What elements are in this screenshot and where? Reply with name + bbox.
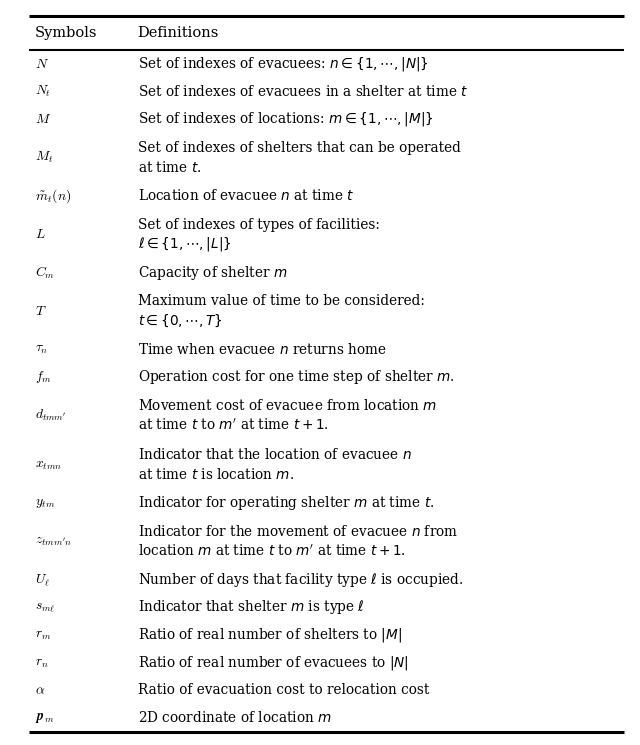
Text: $\tau_n$: $\tau_n$	[35, 343, 49, 356]
Text: Maximum value of time to be considered:: Maximum value of time to be considered:	[138, 294, 424, 308]
Text: Ratio of real number of shelters to $|M|$: Ratio of real number of shelters to $|M|…	[138, 626, 402, 644]
Text: $\ell \in \{1, \cdots, |L|\}$: $\ell \in \{1, \cdots, |L|\}$	[138, 235, 231, 253]
Text: $s_{m\ell}$: $s_{m\ell}$	[35, 600, 56, 615]
Text: Time when evacuee $n$ returns home: Time when evacuee $n$ returns home	[138, 342, 387, 357]
Text: Indicator for the movement of evacuee $n$ from: Indicator for the movement of evacuee $n…	[138, 524, 458, 539]
Text: $f_m$: $f_m$	[35, 369, 52, 385]
Text: Ratio of evacuation cost to relocation cost: Ratio of evacuation cost to relocation c…	[138, 683, 429, 697]
Text: Set of indexes of locations: $m \in \{1, \cdots, |M|\}$: Set of indexes of locations: $m \in \{1,…	[138, 110, 433, 128]
Text: at time $t$ to $m'$ at time $t+1$.: at time $t$ to $m'$ at time $t+1$.	[138, 418, 328, 433]
Text: Capacity of shelter $m$: Capacity of shelter $m$	[138, 264, 287, 282]
Text: Indicator that shelter $m$ is type $\ell$: Indicator that shelter $m$ is type $\ell…	[138, 598, 364, 616]
Text: $C_m$: $C_m$	[35, 264, 55, 281]
Text: $y_{tm}$: $y_{tm}$	[35, 496, 56, 510]
Text: Set of indexes of shelters that can be operated: Set of indexes of shelters that can be o…	[138, 141, 460, 155]
Text: at time $t$.: at time $t$.	[138, 160, 201, 175]
Text: $T$: $T$	[35, 304, 47, 318]
Text: $x_{tmn}$: $x_{tmn}$	[35, 457, 62, 472]
Text: Ratio of real number of evacuees to $|N|$: Ratio of real number of evacuees to $|N|…	[138, 653, 408, 671]
Text: $\alpha$: $\alpha$	[35, 683, 45, 697]
Text: $r_m$: $r_m$	[35, 628, 51, 642]
Text: $N$: $N$	[35, 57, 49, 71]
Text: $M$: $M$	[35, 112, 51, 126]
Text: $r_n$: $r_n$	[35, 656, 49, 670]
Text: $M_t$: $M_t$	[35, 150, 54, 165]
Text: $z_{tmm'n}$: $z_{tmm'n}$	[35, 534, 72, 548]
Text: $t \in \{0, \cdots, T\}$: $t \in \{0, \cdots, T\}$	[138, 313, 222, 329]
Text: Set of indexes of types of facilities:: Set of indexes of types of facilities:	[138, 218, 380, 232]
Text: Number of days that facility type $\ell$ is occupied.: Number of days that facility type $\ell$…	[138, 571, 463, 589]
Text: Definitions: Definitions	[138, 26, 219, 40]
Text: Indicator for operating shelter $m$ at time $t$.: Indicator for operating shelter $m$ at t…	[138, 494, 434, 512]
Text: at time $t$ is location $m$.: at time $t$ is location $m$.	[138, 467, 294, 482]
Text: Movement cost of evacuee from location $m$: Movement cost of evacuee from location $…	[138, 398, 437, 413]
Text: 2D coordinate of location $m$: 2D coordinate of location $m$	[138, 710, 332, 726]
Text: $\boldsymbol{p}_m$: $\boldsymbol{p}_m$	[35, 711, 54, 725]
Text: Symbols: Symbols	[35, 26, 98, 40]
Text: $N_t$: $N_t$	[35, 84, 51, 99]
Text: $\tilde{m}_t(n)$: $\tilde{m}_t(n)$	[35, 187, 72, 205]
Text: Location of evacuee $n$ at time $t$: Location of evacuee $n$ at time $t$	[138, 188, 354, 203]
Text: $U_\ell$: $U_\ell$	[35, 571, 50, 588]
Text: Set of indexes of evacuees in a shelter at time $t$: Set of indexes of evacuees in a shelter …	[138, 84, 468, 99]
Text: Indicator that the location of evacuee $n$: Indicator that the location of evacuee $…	[138, 447, 412, 462]
Text: $d_{tmm'}$: $d_{tmm'}$	[35, 408, 67, 423]
Text: $L$: $L$	[35, 227, 46, 241]
Text: Set of indexes of evacuees: $n \in \{1, \cdots, |N|\}$: Set of indexes of evacuees: $n \in \{1, …	[138, 55, 428, 73]
Text: location $m$ at time $t$ to $m'$ at time $t+1$.: location $m$ at time $t$ to $m'$ at time…	[138, 543, 406, 559]
Text: Operation cost for one time step of shelter $m$.: Operation cost for one time step of shel…	[138, 368, 454, 386]
